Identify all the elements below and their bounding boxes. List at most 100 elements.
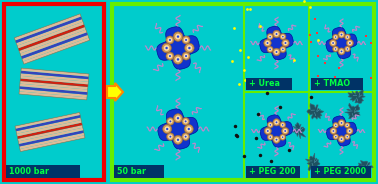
Circle shape	[331, 41, 335, 45]
Circle shape	[276, 33, 277, 35]
Circle shape	[167, 118, 174, 125]
Circle shape	[280, 134, 286, 140]
Circle shape	[274, 50, 279, 54]
Polygon shape	[305, 153, 320, 171]
Polygon shape	[23, 38, 90, 64]
Polygon shape	[19, 89, 87, 97]
Circle shape	[186, 126, 192, 132]
Circle shape	[335, 36, 336, 38]
Circle shape	[177, 117, 179, 119]
Text: + PEG 2000: + PEG 2000	[314, 167, 366, 176]
Polygon shape	[18, 24, 85, 51]
Circle shape	[267, 130, 269, 132]
Circle shape	[280, 46, 286, 52]
Circle shape	[185, 55, 187, 57]
Text: + Urea: + Urea	[249, 79, 280, 89]
Circle shape	[174, 135, 183, 144]
Circle shape	[335, 136, 336, 137]
Circle shape	[166, 47, 168, 49]
Circle shape	[347, 36, 348, 38]
Polygon shape	[326, 27, 357, 59]
Bar	[244, 92, 309, 180]
Circle shape	[276, 139, 277, 141]
Circle shape	[333, 130, 334, 132]
Circle shape	[345, 124, 349, 127]
Polygon shape	[16, 19, 83, 46]
Polygon shape	[18, 125, 83, 141]
Polygon shape	[16, 118, 81, 134]
Bar	[246, 166, 300, 178]
Polygon shape	[357, 160, 373, 177]
Circle shape	[338, 31, 345, 38]
Circle shape	[169, 136, 171, 138]
Bar	[311, 78, 363, 90]
Circle shape	[341, 34, 342, 36]
Circle shape	[162, 43, 171, 53]
Circle shape	[167, 38, 172, 42]
Bar	[309, 4, 374, 92]
Circle shape	[333, 34, 339, 40]
Circle shape	[268, 123, 272, 127]
Circle shape	[174, 114, 183, 123]
Circle shape	[268, 47, 272, 51]
Circle shape	[344, 122, 350, 128]
Circle shape	[339, 33, 344, 37]
Circle shape	[344, 34, 350, 40]
Circle shape	[281, 47, 285, 51]
Circle shape	[177, 58, 179, 61]
Polygon shape	[307, 104, 324, 119]
Circle shape	[185, 136, 187, 138]
Circle shape	[168, 134, 173, 139]
Circle shape	[265, 41, 270, 45]
Circle shape	[268, 135, 272, 139]
Circle shape	[175, 34, 181, 39]
Circle shape	[184, 38, 188, 42]
Polygon shape	[20, 135, 85, 152]
Circle shape	[335, 48, 336, 50]
Circle shape	[164, 45, 169, 51]
Circle shape	[163, 125, 172, 134]
Polygon shape	[158, 109, 198, 149]
Circle shape	[334, 135, 338, 138]
Polygon shape	[157, 27, 199, 69]
Circle shape	[281, 135, 285, 139]
Circle shape	[338, 120, 345, 126]
Polygon shape	[17, 123, 82, 139]
Circle shape	[282, 127, 289, 135]
Circle shape	[266, 129, 270, 133]
Circle shape	[282, 124, 284, 126]
Polygon shape	[345, 103, 360, 119]
Circle shape	[164, 126, 170, 132]
Circle shape	[270, 49, 271, 50]
Circle shape	[334, 47, 337, 51]
Polygon shape	[19, 91, 87, 100]
Polygon shape	[20, 76, 88, 84]
Polygon shape	[19, 27, 86, 54]
Circle shape	[346, 128, 353, 134]
Circle shape	[168, 119, 173, 124]
Circle shape	[182, 52, 190, 60]
Circle shape	[344, 46, 350, 52]
Circle shape	[348, 129, 352, 133]
Circle shape	[330, 40, 336, 47]
Circle shape	[266, 42, 268, 44]
Circle shape	[184, 125, 193, 134]
Circle shape	[282, 39, 289, 47]
Polygon shape	[17, 22, 84, 48]
Polygon shape	[21, 32, 88, 59]
Circle shape	[282, 49, 284, 50]
Circle shape	[344, 134, 350, 139]
Circle shape	[281, 35, 285, 38]
Circle shape	[349, 130, 350, 132]
Text: + TMAO: + TMAO	[314, 79, 350, 89]
Circle shape	[183, 119, 188, 124]
Text: 50 bar: 50 bar	[117, 167, 146, 176]
Polygon shape	[21, 71, 89, 79]
Polygon shape	[22, 35, 89, 61]
Circle shape	[332, 42, 334, 44]
Polygon shape	[17, 120, 82, 136]
Circle shape	[280, 33, 286, 40]
Polygon shape	[19, 130, 84, 146]
Circle shape	[281, 123, 285, 127]
Circle shape	[175, 56, 181, 62]
